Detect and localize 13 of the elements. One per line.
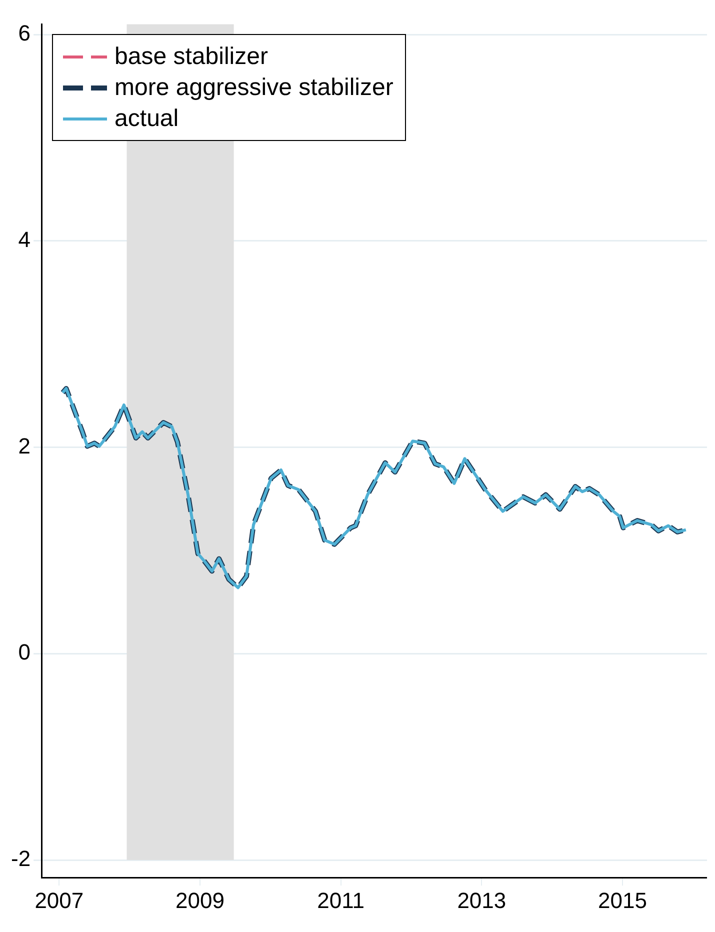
legend-label: actual [114, 104, 179, 134]
x-tick-label: 2011 [317, 888, 364, 913]
legend-label: base stabilizer [114, 42, 268, 72]
y-tick-label: 4 [18, 226, 31, 252]
x-tick-label: 2007 [34, 888, 84, 913]
y-tick-label: 0 [18, 640, 31, 665]
y-tick-label: 6 [18, 20, 31, 46]
x-tick-label: 2015 [598, 888, 647, 913]
legend-label: more aggressive stabilizer [114, 73, 394, 104]
y-tick-label: 2 [18, 433, 31, 458]
y-tick-label: -2 [11, 846, 31, 872]
x-tick-label: 2009 [176, 888, 224, 913]
x-tick-label: 2013 [457, 888, 506, 913]
